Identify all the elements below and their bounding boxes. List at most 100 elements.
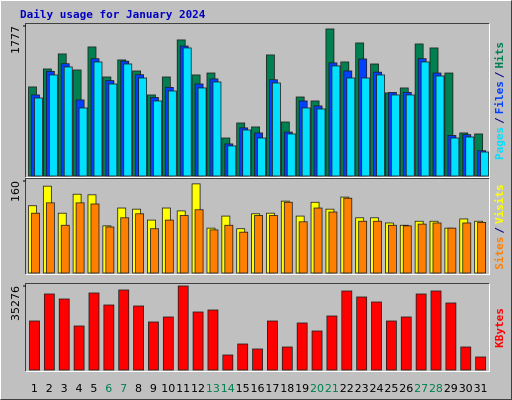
chart-title: Daily usage for January 2024 <box>20 8 206 21</box>
legend: Pages / Files / Hits <box>493 42 506 160</box>
bar <box>192 311 204 371</box>
bar <box>450 137 460 177</box>
x-tick-label: 7 <box>120 382 127 395</box>
bar <box>267 320 278 371</box>
bar <box>371 301 382 371</box>
panel-shadow <box>25 283 490 372</box>
bar <box>405 94 415 177</box>
bar <box>150 228 159 274</box>
legend-entry: Sites <box>493 237 506 270</box>
bar <box>432 222 442 274</box>
bar <box>475 356 487 371</box>
bar <box>182 47 192 177</box>
bar <box>361 77 371 177</box>
bar <box>58 298 70 371</box>
bar <box>164 219 174 274</box>
bar <box>316 108 326 177</box>
x-tick-label: 30 <box>459 382 473 395</box>
bar <box>242 129 252 177</box>
panel-shadow <box>25 178 490 275</box>
x-tick-label: 13 <box>206 382 220 395</box>
x-tick-label: 2 <box>46 382 53 395</box>
x-tick-label: 26 <box>399 382 413 395</box>
bar <box>105 226 115 274</box>
bar <box>252 348 263 371</box>
x-tick-label: 15 <box>236 382 250 395</box>
bar <box>480 151 490 177</box>
x-tick-label: 12 <box>191 382 205 395</box>
bar <box>43 293 55 371</box>
legend-separator: / <box>493 117 506 124</box>
bar <box>63 66 73 177</box>
x-tick-label: 27 <box>414 382 428 395</box>
x-tick-label: 6 <box>105 382 112 395</box>
bar <box>331 65 341 177</box>
bar <box>376 74 385 177</box>
bar <box>123 63 133 177</box>
x-tick-label: 22 <box>340 382 354 395</box>
bar <box>212 81 222 177</box>
x-tick-label: 28 <box>429 382 443 395</box>
legend-entry: KBytes <box>493 308 506 348</box>
x-tick-label: 21 <box>325 382 339 395</box>
x-tick-label: 18 <box>280 382 294 395</box>
bar <box>60 224 70 274</box>
bar <box>73 325 85 371</box>
legend: Sites / Visits <box>493 184 506 270</box>
bar <box>477 221 487 274</box>
x-tick-label: 14 <box>221 382 235 395</box>
bar <box>179 215 189 274</box>
bar <box>400 316 412 371</box>
bar <box>31 212 40 274</box>
bar <box>224 224 234 274</box>
legend-entry: Visits <box>493 184 506 224</box>
bar <box>148 321 159 371</box>
bar <box>227 145 237 177</box>
panel-light <box>25 23 490 178</box>
x-tick-label: 17 <box>265 382 279 395</box>
bar <box>209 229 219 274</box>
x-tick-label: 11 <box>176 382 190 395</box>
bar <box>222 354 234 371</box>
legend-separator: / <box>493 227 506 234</box>
x-tick-label: 10 <box>161 382 175 395</box>
bar <box>435 75 445 177</box>
bar <box>356 296 368 371</box>
bar <box>462 222 472 274</box>
bar <box>328 211 338 274</box>
bar <box>167 90 177 177</box>
bar <box>88 292 100 371</box>
bar <box>120 217 130 274</box>
bar <box>313 207 323 274</box>
bar <box>301 107 311 177</box>
bar <box>281 346 293 371</box>
bar <box>135 213 144 274</box>
bar <box>391 94 400 177</box>
x-tick-label: 8 <box>135 382 142 395</box>
x-tick-label: 31 <box>474 382 488 395</box>
bar <box>445 302 457 371</box>
x-tick-label: 23 <box>355 382 369 395</box>
bar <box>269 215 278 274</box>
bar <box>298 221 308 274</box>
bar <box>415 293 427 371</box>
y-tick-label: 1777 <box>9 26 22 54</box>
legend-entry: Files <box>493 81 506 114</box>
x-tick-label: 29 <box>444 382 458 395</box>
bar <box>286 133 296 177</box>
x-tick-label: 25 <box>384 382 398 395</box>
bar <box>153 100 162 177</box>
y-tick-label: 160 <box>9 181 22 202</box>
bar <box>296 322 308 371</box>
x-tick-label: 5 <box>90 382 97 395</box>
bar <box>194 209 204 274</box>
bar <box>133 305 144 371</box>
bar <box>197 87 207 177</box>
bar <box>326 315 338 371</box>
bar <box>237 343 249 371</box>
bar <box>78 107 88 177</box>
bar <box>34 97 43 177</box>
panel-light <box>25 283 490 372</box>
